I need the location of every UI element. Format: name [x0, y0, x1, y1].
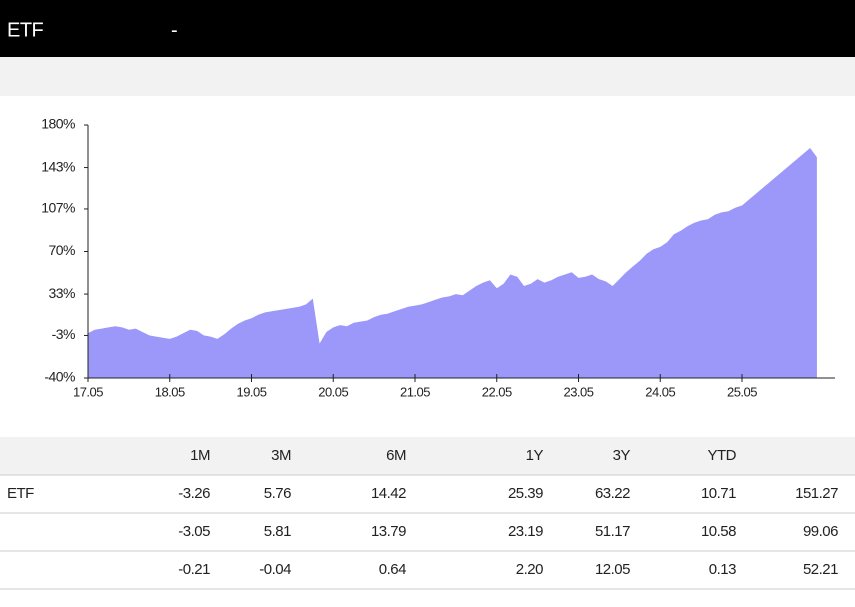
y-tick-label: 143%: [41, 158, 75, 174]
cell-value: 63.22: [595, 485, 630, 502]
cell-value: 0.13: [709, 561, 736, 578]
x-tick-label: 20.05: [318, 384, 348, 399]
y-tick-label: -3%: [52, 326, 75, 342]
cell-value: -0.21: [178, 561, 210, 578]
y-tick-label: 33%: [48, 285, 75, 301]
cell-value: 10.58: [701, 523, 736, 540]
cell-value: 52.21: [803, 561, 838, 578]
cell-value: 5.81: [264, 523, 291, 540]
column-header: 6M: [386, 447, 406, 464]
x-tick-label: 18.05: [155, 384, 185, 399]
column-header: 3Y: [613, 447, 631, 464]
x-tick-label: 22.05: [482, 384, 512, 399]
cell-value: -0.04: [259, 561, 291, 578]
row-label: ETF: [7, 485, 34, 502]
cell-value: 25.39: [508, 485, 543, 502]
y-tick-label: -40%: [44, 369, 75, 385]
cell-value: 51.17: [595, 523, 630, 540]
column-header: 3M: [271, 447, 291, 464]
header-title: ETF: [7, 19, 44, 41]
cell-value: -3.26: [178, 485, 210, 502]
cell-value: 23.19: [508, 523, 543, 540]
table-header-bg: [0, 437, 855, 475]
y-tick-label: 70%: [48, 242, 75, 258]
x-tick-label: 21.05: [400, 384, 430, 399]
x-tick-label: 19.05: [236, 384, 266, 399]
area: [88, 148, 817, 378]
toolbar-bar: [0, 57, 855, 96]
y-tick-label: 180%: [41, 116, 75, 132]
x-tick-label: 24.05: [645, 384, 675, 399]
column-header: YTD: [708, 447, 737, 464]
cell-value: 2.20: [516, 561, 543, 578]
header-bar: [0, 0, 855, 57]
x-tick-label: 17.05: [73, 384, 103, 399]
x-tick-label: 25.05: [727, 384, 757, 399]
column-header: 1Y: [526, 447, 544, 464]
x-tick-label: 23.05: [563, 384, 593, 399]
cell-value: 99.06: [803, 523, 838, 540]
column-header: 1M: [190, 447, 210, 464]
cell-value: 14.42: [371, 485, 406, 502]
cell-value: -3.05: [178, 523, 210, 540]
cell-value: 151.27: [795, 485, 838, 502]
cell-value: 5.76: [264, 485, 291, 502]
cell-value: 10.71: [701, 485, 736, 502]
cell-value: 12.05: [595, 561, 630, 578]
header-subtitle: -: [171, 19, 177, 41]
cell-value: 0.64: [379, 561, 406, 578]
y-tick-label: 107%: [41, 200, 75, 216]
cell-value: 13.79: [371, 523, 406, 540]
